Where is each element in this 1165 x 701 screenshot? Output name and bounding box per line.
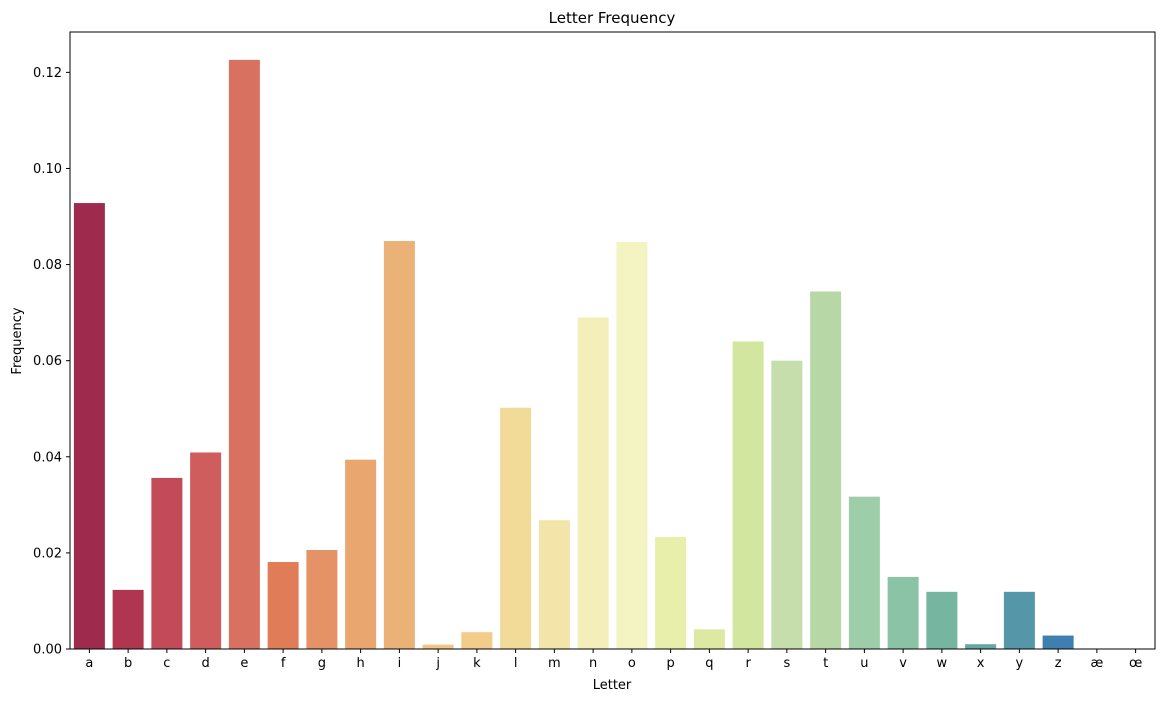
bar-l [500, 407, 532, 649]
bar-c [151, 477, 183, 649]
x-tick-label: v [899, 656, 907, 671]
y-tick-label: 0.10 [33, 162, 62, 177]
chart-title: Letter Frequency [549, 9, 676, 27]
bar-q [693, 629, 725, 649]
plot-frame [69, 31, 1156, 650]
bar-w [926, 591, 958, 649]
x-tick-label: p [666, 656, 674, 671]
bar-u [848, 496, 880, 649]
bar-z [1042, 635, 1074, 649]
y-axis-ticks: 0.00 0.02 0.04 0.06 0.08 0.10 0.12 [33, 66, 70, 658]
bar-j [422, 644, 454, 649]
bar-r [732, 341, 764, 649]
bars-group [73, 59, 1074, 649]
bar-a [73, 203, 105, 649]
bar-t [810, 291, 842, 649]
bar-g [306, 550, 338, 649]
x-tick-label: e [240, 656, 248, 671]
bar-h [345, 459, 377, 649]
x-tick-label: l [514, 656, 518, 671]
y-axis-label: Frequency [10, 307, 25, 374]
x-tick-label: q [705, 656, 713, 671]
x-tick-label: c [163, 656, 170, 671]
bar-i [383, 241, 415, 649]
x-tick-label: s [783, 656, 790, 671]
bar-e [228, 59, 260, 649]
x-tick-label: æ [1090, 656, 1103, 671]
x-tick-label: z [1055, 656, 1062, 671]
bar-b [112, 589, 144, 649]
x-tick-label: r [745, 656, 751, 671]
y-tick-label: 0.04 [33, 450, 62, 465]
bar-m [538, 520, 570, 649]
x-tick-label: t [823, 656, 828, 671]
x-tick-label: j [435, 656, 440, 671]
x-tick-label: h [357, 656, 365, 671]
x-tick-label: k [473, 656, 481, 671]
bar-k [461, 632, 493, 649]
x-tick-label: d [201, 656, 209, 671]
bar-v [887, 576, 919, 649]
x-tick-label: g [318, 656, 326, 671]
y-tick-label: 0.12 [33, 66, 62, 81]
x-tick-label: f [281, 656, 286, 671]
y-tick-label: 0.06 [33, 354, 62, 369]
x-tick-label: u [860, 656, 868, 671]
x-tick-label: m [548, 656, 561, 671]
x-tick-label: y [1016, 656, 1024, 671]
bar-o [616, 241, 648, 649]
y-tick-label: 0.02 [33, 546, 62, 561]
x-tick-label: a [85, 656, 93, 671]
bar-s [771, 360, 803, 649]
bar-f [267, 562, 299, 649]
x-tick-label: œ [1129, 656, 1142, 671]
x-tick-label: o [628, 656, 636, 671]
bar-n [577, 317, 609, 649]
y-tick-label: 0.08 [33, 258, 62, 273]
x-tick-label: b [124, 656, 132, 671]
bar-p [655, 537, 687, 649]
bar-y [1003, 591, 1035, 649]
x-axis-label: Letter [593, 678, 632, 693]
y-tick-label: 0.00 [33, 643, 62, 658]
x-tick-label: n [589, 656, 597, 671]
bar-x [965, 644, 997, 649]
x-tick-label: x [977, 656, 985, 671]
x-tick-label: w [937, 656, 948, 671]
bar-d [190, 452, 222, 649]
x-tick-label: i [398, 656, 402, 671]
